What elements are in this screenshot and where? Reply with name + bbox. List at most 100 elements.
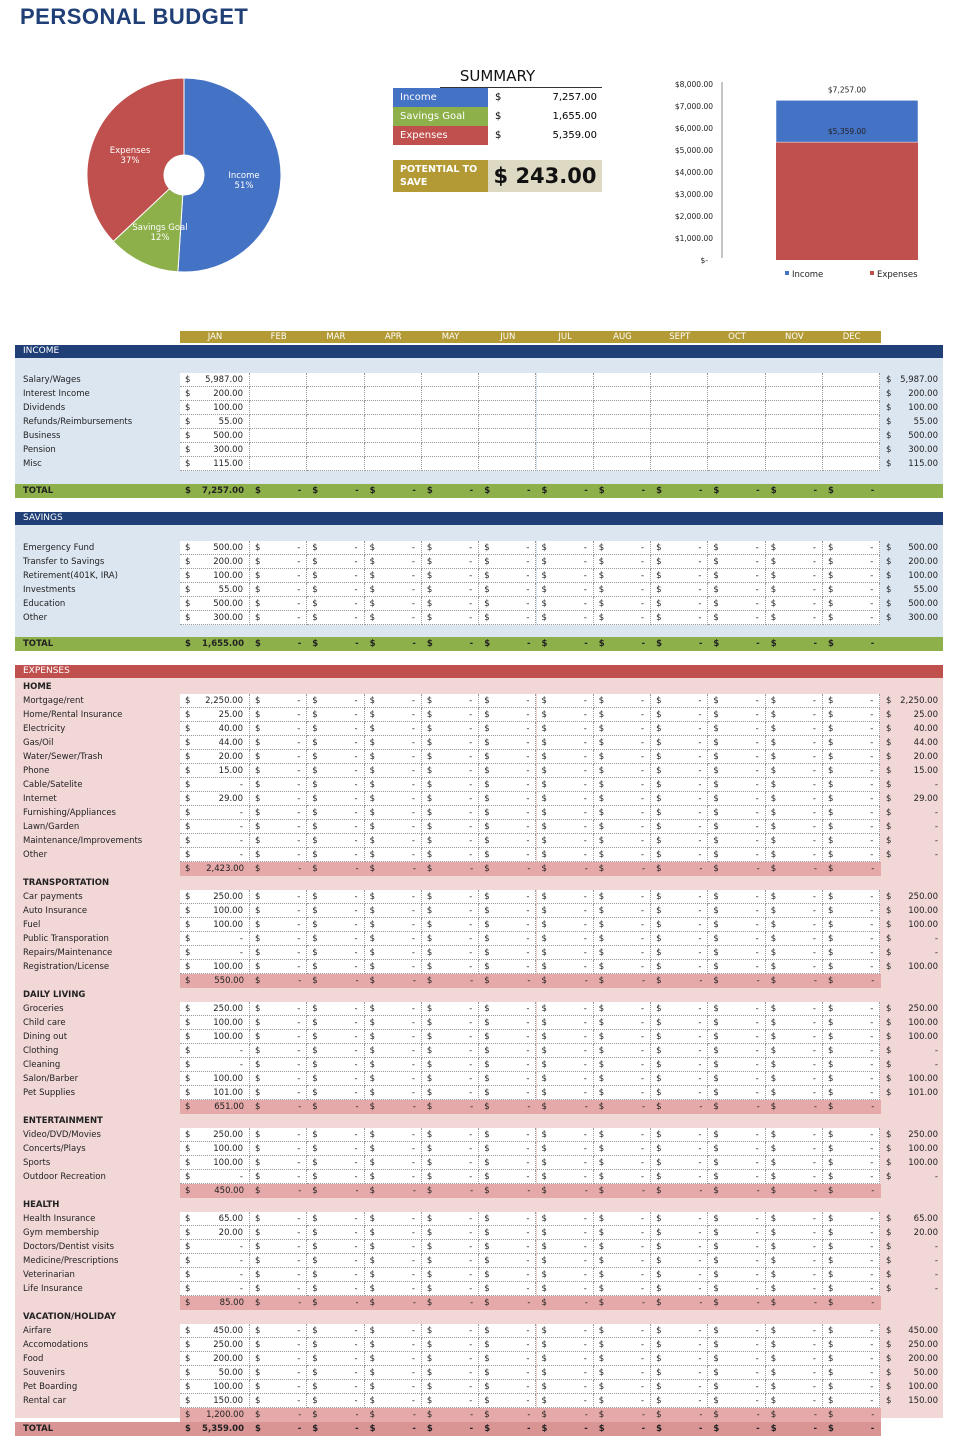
cell-apr[interactable]: $ - (364, 1156, 422, 1170)
cell-aug[interactable] (593, 443, 652, 457)
cell-jun[interactable]: $ - (479, 611, 537, 625)
cell-feb[interactable] (250, 457, 308, 471)
cell-oct[interactable]: $ - (708, 1156, 766, 1170)
cell-jun[interactable]: $ - (479, 1058, 537, 1072)
cell-may[interactable]: $ - (421, 750, 480, 764)
cell-feb[interactable] (250, 415, 308, 429)
cell-mar[interactable]: $ - (307, 736, 365, 750)
cell-mar[interactable]: $ - (307, 555, 365, 569)
cell-mar[interactable]: $ - (307, 1030, 365, 1044)
cell-dec[interactable]: $ - (823, 904, 881, 918)
cell-may[interactable]: $ - (421, 1016, 480, 1030)
cell-nov[interactable]: $ - (765, 890, 823, 904)
cell-jan[interactable]: $100.00 (180, 1016, 250, 1030)
cell-jan[interactable]: $ - (180, 834, 250, 848)
cell-jun[interactable] (479, 373, 537, 387)
cell-jun[interactable]: $ - (479, 694, 537, 708)
cell-aug[interactable]: $ - (593, 792, 652, 806)
cell-nov[interactable] (765, 387, 823, 401)
cell-jul[interactable]: $ - (536, 1254, 594, 1268)
cell-jan[interactable]: $ - (180, 1240, 250, 1254)
cell-jun[interactable] (479, 415, 537, 429)
cell-sept[interactable]: $ - (651, 764, 709, 778)
cell-oct[interactable]: $ - (708, 1338, 766, 1352)
cell-apr[interactable]: $ - (364, 1030, 422, 1044)
cell-nov[interactable]: $ - (765, 1212, 823, 1226)
cell-jan[interactable]: $150.00 (180, 1394, 250, 1408)
cell-nov[interactable]: $ - (765, 848, 823, 862)
cell-dec[interactable]: $ - (823, 1324, 881, 1338)
cell-apr[interactable]: $ - (364, 1142, 422, 1156)
cell-oct[interactable]: $ - (708, 1002, 766, 1016)
cell-sept[interactable]: $ - (651, 1394, 709, 1408)
cell-jan[interactable]: $29.00 (180, 792, 250, 806)
cell-jul[interactable] (536, 443, 594, 457)
cell-jan[interactable]: $ - (180, 946, 250, 960)
cell-may[interactable] (421, 429, 480, 443)
cell-apr[interactable]: $ - (364, 946, 422, 960)
cell-sept[interactable]: $ - (651, 694, 709, 708)
cell-may[interactable]: $ - (421, 1394, 480, 1408)
cell-mar[interactable]: $ - (307, 583, 365, 597)
cell-oct[interactable]: $ - (708, 764, 766, 778)
cell-feb[interactable]: $ - (250, 1016, 308, 1030)
cell-dec[interactable] (823, 387, 881, 401)
cell-jun[interactable]: $ - (479, 932, 537, 946)
cell-may[interactable] (421, 415, 480, 429)
cell-dec[interactable]: $ - (823, 722, 881, 736)
cell-nov[interactable] (765, 373, 823, 387)
cell-sept[interactable]: $ - (651, 1016, 709, 1030)
cell-feb[interactable]: $ - (250, 778, 308, 792)
cell-jan[interactable]: $100.00 (180, 1156, 250, 1170)
cell-jul[interactable]: $ - (536, 722, 594, 736)
cell-jan[interactable]: $100.00 (180, 918, 250, 932)
cell-jul[interactable]: $ - (536, 1016, 594, 1030)
cell-sept[interactable]: $ - (651, 960, 709, 974)
cell-dec[interactable]: $ - (823, 611, 881, 625)
cell-nov[interactable]: $ - (765, 1030, 823, 1044)
cell-may[interactable]: $ - (421, 1226, 480, 1240)
cell-dec[interactable]: $ - (823, 1156, 881, 1170)
cell-jun[interactable]: $ - (479, 1226, 537, 1240)
cell-aug[interactable]: $ - (593, 722, 652, 736)
cell-dec[interactable]: $ - (823, 541, 881, 555)
cell-nov[interactable]: $ - (765, 583, 823, 597)
cell-sept[interactable]: $ - (651, 708, 709, 722)
cell-aug[interactable]: $ - (593, 750, 652, 764)
cell-sept[interactable]: $ - (651, 792, 709, 806)
cell-oct[interactable] (708, 443, 766, 457)
cell-oct[interactable]: $ - (708, 1352, 766, 1366)
cell-aug[interactable]: $ - (593, 1212, 652, 1226)
cell-apr[interactable]: $ - (364, 1268, 422, 1282)
cell-jan[interactable]: $15.00 (180, 764, 250, 778)
cell-mar[interactable]: $ - (307, 1128, 365, 1142)
cell-oct[interactable] (708, 373, 766, 387)
cell-dec[interactable]: $ - (823, 569, 881, 583)
cell-may[interactable]: $ - (421, 820, 480, 834)
cell-sept[interactable]: $ - (651, 541, 709, 555)
cell-jan[interactable]: $55.00 (180, 583, 250, 597)
cell-feb[interactable]: $ - (250, 736, 308, 750)
cell-jul[interactable]: $ - (536, 848, 594, 862)
cell-aug[interactable]: $ - (593, 890, 652, 904)
cell-mar[interactable]: $ - (307, 1072, 365, 1086)
cell-jul[interactable]: $ - (536, 1156, 594, 1170)
cell-feb[interactable]: $ - (250, 918, 308, 932)
cell-dec[interactable]: $ - (823, 1380, 881, 1394)
cell-may[interactable]: $ - (421, 541, 480, 555)
cell-sept[interactable]: $ - (651, 1002, 709, 1016)
cell-mar[interactable]: $ - (307, 1142, 365, 1156)
cell-nov[interactable]: $ - (765, 834, 823, 848)
cell-sept[interactable]: $ - (651, 1380, 709, 1394)
cell-jun[interactable]: $ - (479, 1086, 537, 1100)
cell-jan[interactable]: $100.00 (180, 1142, 250, 1156)
cell-apr[interactable]: $ - (364, 1366, 422, 1380)
cell-apr[interactable]: $ - (364, 960, 422, 974)
cell-may[interactable]: $ - (421, 1268, 480, 1282)
cell-apr[interactable]: $ - (364, 1380, 422, 1394)
cell-dec[interactable] (823, 401, 881, 415)
cell-feb[interactable]: $ - (250, 722, 308, 736)
cell-jun[interactable]: $ - (479, 960, 537, 974)
cell-mar[interactable]: $ - (307, 932, 365, 946)
cell-mar[interactable]: $ - (307, 1156, 365, 1170)
